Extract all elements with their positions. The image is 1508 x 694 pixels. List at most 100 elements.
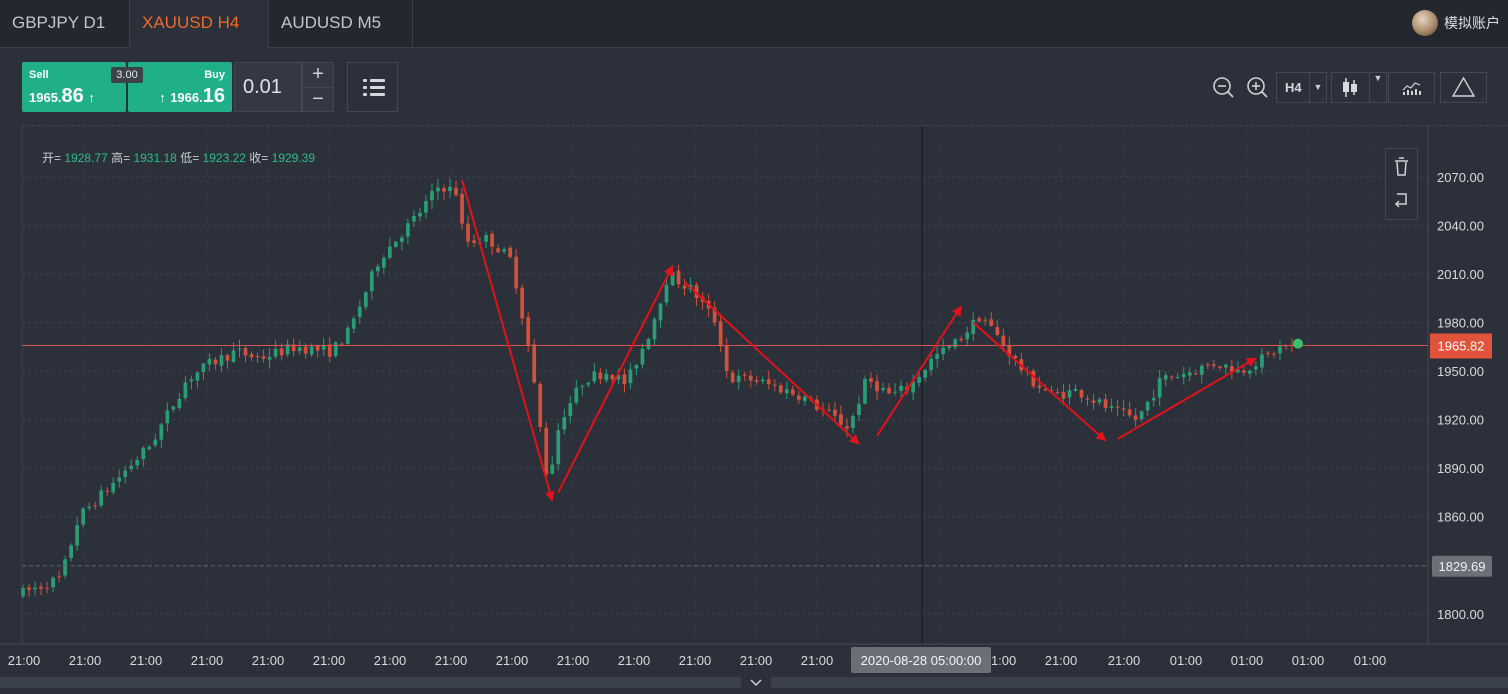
price-tick-label: 2010.00 <box>1437 267 1484 282</box>
open-value: 1928.77 <box>64 151 108 165</box>
candle-body <box>243 347 248 356</box>
candle-body <box>1223 364 1228 368</box>
tab-xauusd-h4[interactable]: XAUUSD H4 <box>130 0 269 48</box>
crosshair-time-label: 2020-08-28 05:00:00 <box>861 653 982 668</box>
arrow-up-icon: ↑ <box>159 90 166 105</box>
timeframe-select[interactable]: H4 ▼ <box>1276 72 1327 103</box>
chevron-down-icon[interactable] <box>741 676 771 688</box>
candle-body <box>33 587 37 590</box>
candle-body <box>893 391 897 393</box>
candle-body <box>929 358 934 371</box>
candle-body <box>845 426 849 429</box>
candle-body <box>1121 408 1126 410</box>
candle-body <box>436 187 440 192</box>
candle-body <box>394 241 398 247</box>
chevron-down-icon: ▼ <box>1369 73 1386 102</box>
candle-body <box>532 344 537 383</box>
decrease-lot-button[interactable]: − <box>312 88 324 110</box>
candle-body <box>911 381 915 393</box>
candle-body <box>556 430 561 465</box>
candle-body <box>1193 373 1198 375</box>
price-tick-label: 2070.00 <box>1437 170 1484 185</box>
candle-body <box>1145 401 1150 411</box>
chart-type-select[interactable]: ▼ <box>1331 72 1387 103</box>
candle-body <box>754 380 759 382</box>
candle-body <box>177 398 182 408</box>
candle-body <box>1139 411 1144 420</box>
candle-body <box>1254 366 1258 370</box>
candle-body <box>213 359 218 365</box>
undo-icon[interactable] <box>1386 184 1417 219</box>
candle-body <box>135 459 140 466</box>
candle-body <box>1043 389 1048 391</box>
candle-body <box>718 321 723 347</box>
candle-body <box>772 384 777 386</box>
candle-body <box>1031 370 1036 387</box>
increase-lot-button[interactable]: + <box>303 63 333 88</box>
candle-body <box>273 348 278 357</box>
candle-body <box>1007 345 1012 357</box>
candle-body <box>261 356 266 359</box>
candle-body <box>953 339 958 348</box>
candle-body <box>45 588 49 590</box>
candle-body <box>123 470 128 478</box>
candle-body <box>598 372 603 380</box>
candle-body <box>508 247 513 258</box>
tab-audusd-m5[interactable]: AUDUSD M5 <box>269 0 413 47</box>
indicator-icon[interactable] <box>1388 72 1435 103</box>
candle-body <box>57 576 61 578</box>
avatar[interactable] <box>1412 10 1438 36</box>
trend-arrow <box>461 179 555 502</box>
candle-body <box>622 374 627 385</box>
candle-body <box>412 215 416 222</box>
candle-body <box>1061 391 1066 399</box>
candle-body <box>1181 374 1186 378</box>
lot-size-input[interactable]: 0.01 <box>234 62 302 112</box>
candle-body <box>1013 355 1018 359</box>
lot-stepper: + − <box>302 62 334 112</box>
candle-body <box>760 379 765 382</box>
price-tick-label: 1860.00 <box>1437 510 1484 525</box>
candle-body <box>851 415 855 428</box>
candle-body <box>345 327 350 344</box>
candle-body <box>1211 364 1216 367</box>
candle-body <box>165 410 170 424</box>
candle-body <box>784 389 789 394</box>
candle-body <box>1236 369 1240 373</box>
sell-button[interactable]: Sell 1965.86 ↑ <box>22 62 126 112</box>
candle-body <box>363 292 368 308</box>
arrow-up-icon: ↑ <box>88 90 95 105</box>
toolbar-divider <box>22 125 1508 126</box>
candle-body <box>1199 365 1204 375</box>
candle-body <box>935 353 940 360</box>
candle-body <box>147 446 152 450</box>
candle-body <box>694 285 699 299</box>
zoom-out-icon[interactable] <box>1209 72 1237 103</box>
time-tick-label: 21:00 <box>679 653 712 668</box>
candle-body <box>586 382 591 385</box>
candle-body <box>550 464 555 474</box>
candle-body <box>255 355 260 357</box>
buy-button[interactable]: Buy ↑ 1966.16 <box>128 62 232 112</box>
candle-body <box>400 237 404 242</box>
candle-body <box>442 188 446 192</box>
tab-gbpjpy-d1[interactable]: GBPJPY D1 <box>0 0 130 47</box>
crosshair-time-label-bg <box>851 647 991 673</box>
account-menu[interactable]: 模拟账户 <box>1412 8 1500 38</box>
list-icon[interactable] <box>347 62 398 112</box>
candle-body <box>388 246 392 258</box>
zoom-in-icon[interactable] <box>1243 72 1271 103</box>
price-tick-label: 1950.00 <box>1437 364 1484 379</box>
sell-label: Sell <box>29 69 49 81</box>
candle-body <box>159 424 164 440</box>
trash-icon[interactable] <box>1386 149 1417 184</box>
candle-body <box>1055 391 1060 393</box>
candle-body <box>454 187 458 196</box>
candle-body <box>1187 372 1192 376</box>
trend-arrow <box>876 305 963 437</box>
candle-body <box>742 374 747 376</box>
draw-triangle-icon[interactable] <box>1440 72 1487 103</box>
price-chart[interactable]: 2070.00 2040.00 2010.00 1980.00 1950.00 1920.… <box>0 126 1508 677</box>
candle-body <box>219 355 224 366</box>
candle-body <box>628 369 633 384</box>
